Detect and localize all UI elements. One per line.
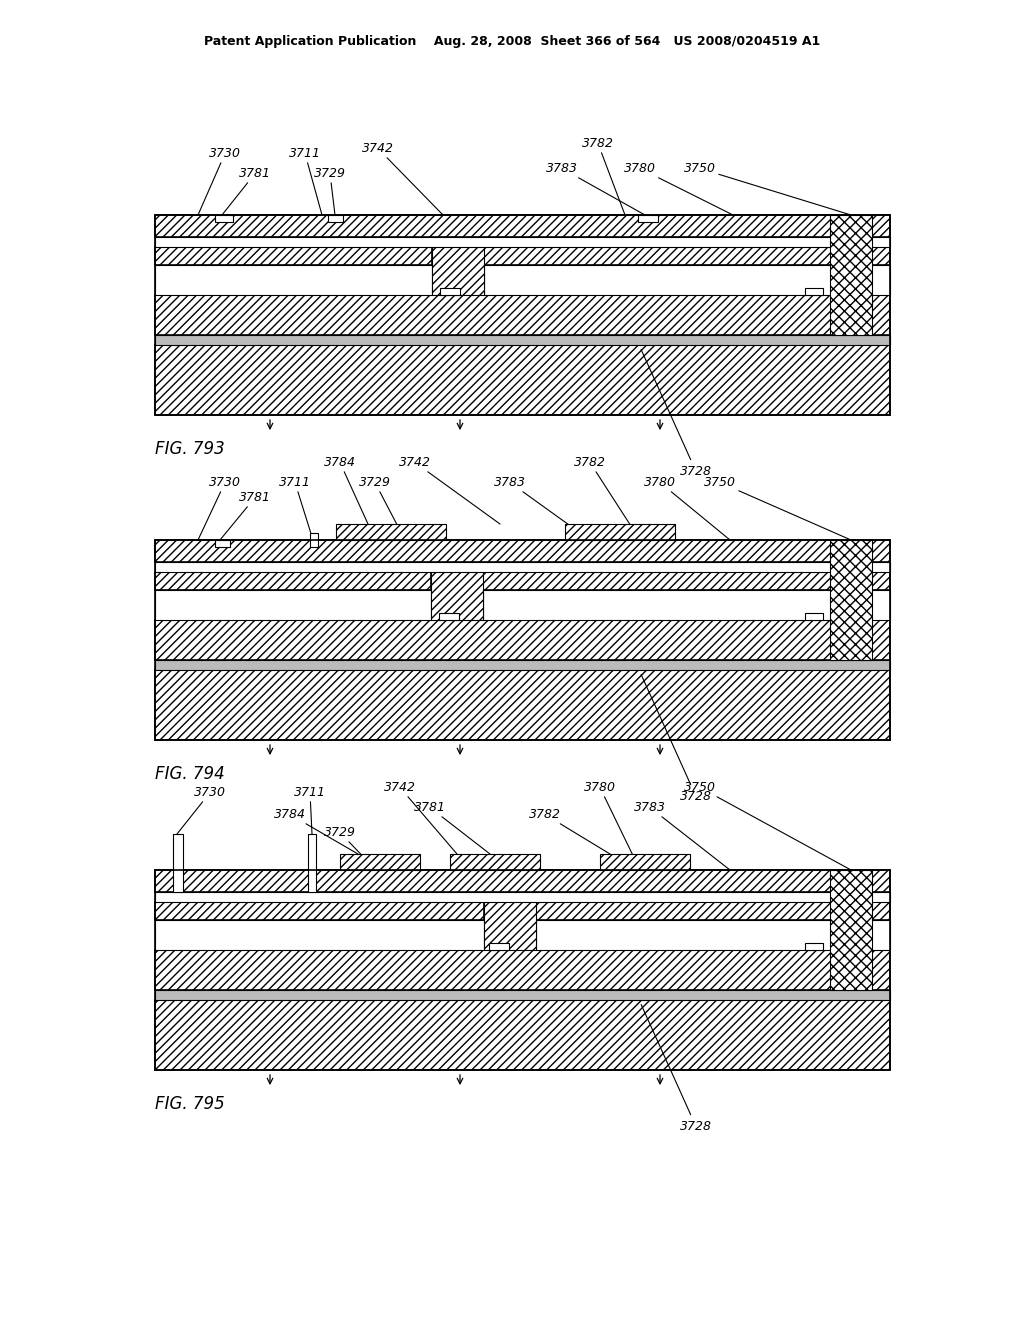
Bar (155, 902, 484, 920)
Text: 3783: 3783 (494, 477, 590, 540)
Bar (155, 590, 431, 620)
Text: 3750: 3750 (684, 162, 851, 215)
Bar (440, 288, 460, 294)
Text: 3728: 3728 (641, 1005, 712, 1133)
Bar (155, 870, 890, 1071)
Text: FIG. 795: FIG. 795 (155, 1096, 224, 1113)
Text: 3782: 3782 (574, 455, 640, 540)
Bar (155, 920, 484, 950)
Bar (155, 265, 432, 294)
Bar (308, 834, 316, 892)
Bar (155, 540, 890, 562)
Bar (155, 572, 431, 590)
Text: 3750: 3750 (684, 781, 851, 870)
Text: 3742: 3742 (399, 455, 500, 524)
Text: 3729: 3729 (314, 168, 346, 215)
Bar (155, 238, 890, 247)
Bar (155, 335, 890, 345)
Bar (155, 540, 890, 741)
Bar (805, 612, 823, 620)
Text: 3784: 3784 (274, 808, 358, 854)
Text: 3781: 3781 (222, 168, 271, 215)
Bar (155, 215, 890, 238)
Text: FIG. 793: FIG. 793 (155, 440, 224, 458)
Text: 3728: 3728 (641, 350, 712, 478)
Bar (536, 902, 890, 920)
Text: 3782: 3782 (582, 137, 625, 215)
Text: 3730: 3730 (198, 147, 241, 215)
Text: 3781: 3781 (220, 491, 271, 540)
Text: 3729: 3729 (359, 477, 406, 540)
Bar (439, 612, 459, 620)
Text: Patent Application Publication    Aug. 28, 2008  Sheet 366 of 564   US 2008/0204: Patent Application Publication Aug. 28, … (204, 36, 820, 48)
Bar (155, 562, 890, 572)
Text: 3783: 3783 (546, 162, 645, 215)
Text: 3742: 3742 (362, 143, 443, 215)
Bar (173, 834, 183, 892)
Bar (450, 854, 540, 870)
Bar (483, 572, 890, 590)
Bar (155, 671, 890, 741)
Bar (489, 942, 509, 950)
Bar (155, 990, 890, 1001)
Bar (484, 870, 536, 950)
Text: 3750: 3750 (705, 477, 851, 540)
Bar (155, 950, 890, 990)
Bar (336, 524, 446, 540)
Text: 3729: 3729 (324, 826, 376, 870)
Bar (310, 533, 318, 546)
Bar (483, 590, 890, 620)
Text: 3711: 3711 (279, 477, 313, 540)
Bar (155, 215, 890, 414)
Bar (830, 215, 872, 335)
Text: 3730: 3730 (177, 785, 226, 834)
Bar (155, 1001, 890, 1071)
Bar (328, 215, 343, 222)
Text: FIG. 794: FIG. 794 (155, 766, 224, 783)
Bar (536, 920, 890, 950)
Bar (830, 870, 872, 990)
Bar (155, 892, 890, 902)
Bar (155, 294, 890, 335)
Text: 3711: 3711 (289, 147, 322, 215)
Bar (155, 345, 890, 414)
Text: 3742: 3742 (384, 781, 457, 854)
Bar (805, 942, 823, 950)
Bar (638, 215, 658, 222)
Bar (155, 620, 890, 660)
Bar (805, 288, 823, 294)
Text: 3782: 3782 (529, 808, 610, 854)
Bar (484, 265, 890, 294)
Text: 3730: 3730 (198, 477, 241, 540)
Bar (155, 660, 890, 671)
Bar (155, 870, 890, 892)
Text: 3780: 3780 (584, 781, 640, 870)
Text: 3783: 3783 (634, 801, 730, 870)
Text: 3780: 3780 (624, 162, 733, 215)
Bar (155, 247, 432, 265)
Text: 3780: 3780 (644, 477, 730, 540)
Bar (484, 247, 890, 265)
Bar (431, 540, 483, 620)
Bar (215, 215, 233, 222)
Bar (830, 540, 872, 660)
Bar (565, 524, 675, 540)
Bar (340, 854, 420, 870)
Bar (215, 540, 230, 546)
Text: 3711: 3711 (294, 785, 326, 834)
Bar (600, 854, 690, 870)
Bar (432, 215, 484, 294)
Text: 3781: 3781 (414, 801, 490, 854)
Text: 3784: 3784 (324, 455, 368, 524)
Text: 3728: 3728 (641, 675, 712, 803)
